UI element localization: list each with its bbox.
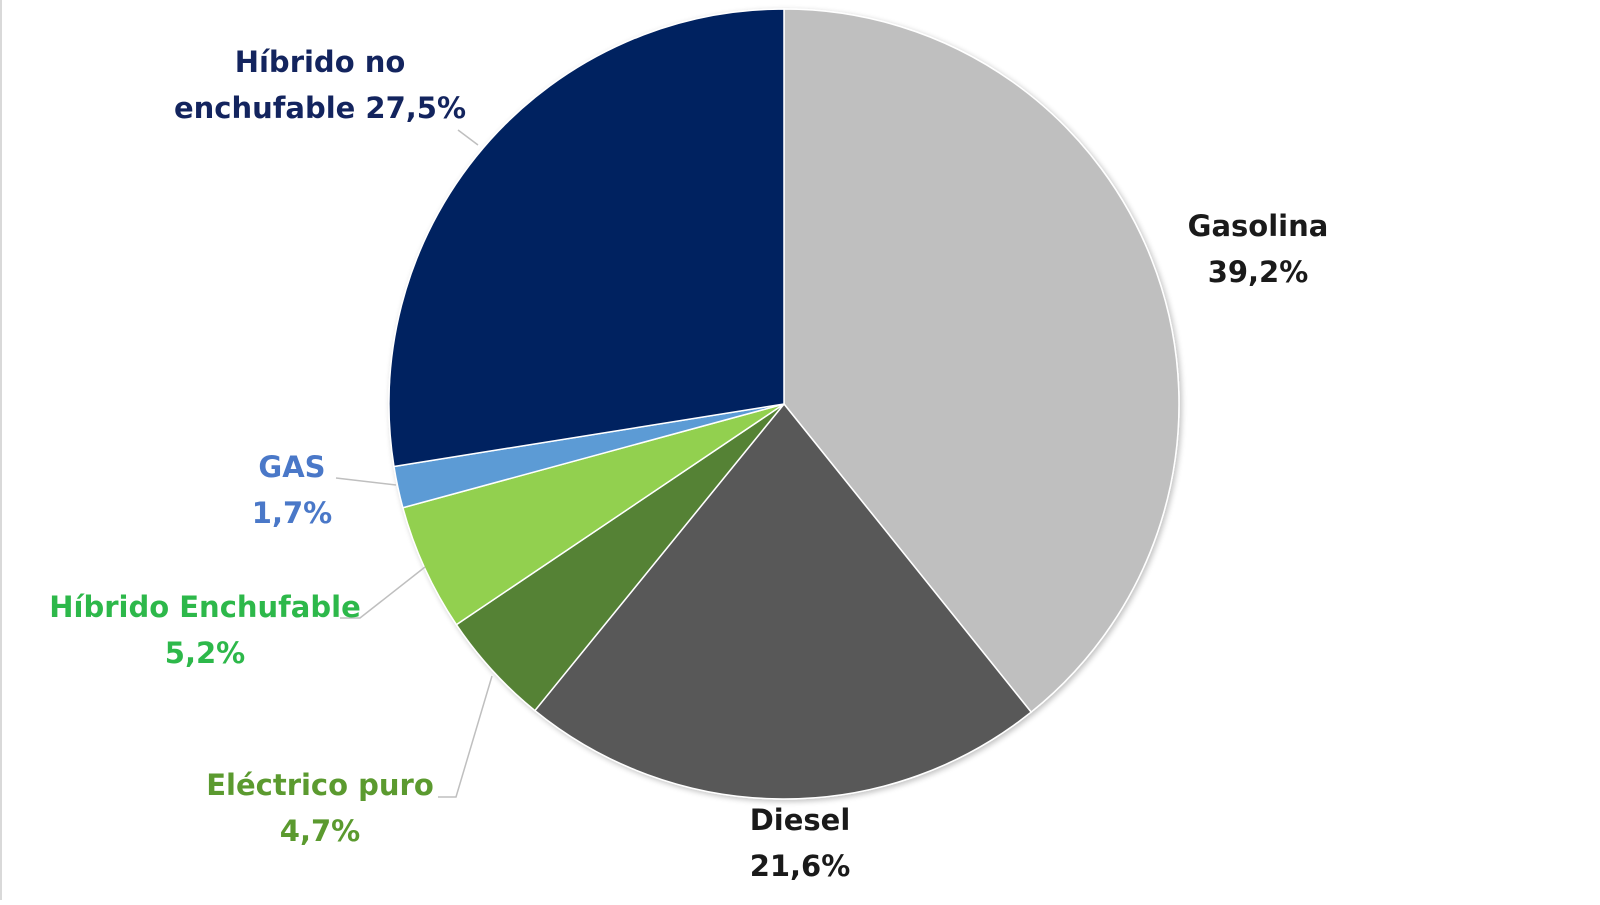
slice-label: Gasolina 39,2% xyxy=(1188,209,1329,289)
slice-label: Híbrido Enchufable 5,2% xyxy=(49,590,360,670)
slice-label-name: GAS xyxy=(258,450,325,484)
leader-line xyxy=(335,477,397,486)
slice-label-name: Gasolina xyxy=(1188,209,1329,243)
leader-line xyxy=(438,675,493,798)
slice-label-value: 4,7% xyxy=(280,814,360,848)
pie-slice-diesel xyxy=(533,402,1033,800)
slice-label-name: Híbrido no xyxy=(235,45,406,79)
chart-frame-edge xyxy=(0,0,2,900)
slice-label-value: 5,2% xyxy=(165,636,245,670)
slice-label: GAS 1,7% xyxy=(252,450,332,530)
pie-slice-h-brido-no-enchufable xyxy=(388,8,785,468)
pie-slices xyxy=(388,8,1180,800)
slice-label-name: Híbrido Enchufable xyxy=(49,590,360,624)
slice-label-value: 1,7% xyxy=(252,496,332,530)
slice-label: Diesel 21,6% xyxy=(750,803,851,883)
leader-lines xyxy=(335,129,493,798)
leader-line xyxy=(457,129,479,146)
leader-line xyxy=(340,566,426,619)
slice-label-name: Eléctrico puro xyxy=(206,768,434,802)
slice-labels: Gasolina 39,2% Diesel 21,6% Eléctrico puro 4,… xyxy=(49,45,1328,883)
slice-label-value: 21,6% xyxy=(750,849,851,883)
slice-label-value: enchufable 27,5% xyxy=(174,91,466,125)
slice-label: Eléctrico puro 4,7% xyxy=(206,768,434,848)
pie-slice-gasolina xyxy=(783,8,1180,714)
slice-label: Híbrido no enchufable 27,5% xyxy=(174,45,466,125)
slice-label-value: 39,2% xyxy=(1208,255,1309,289)
slice-label-name: Diesel xyxy=(750,803,851,837)
